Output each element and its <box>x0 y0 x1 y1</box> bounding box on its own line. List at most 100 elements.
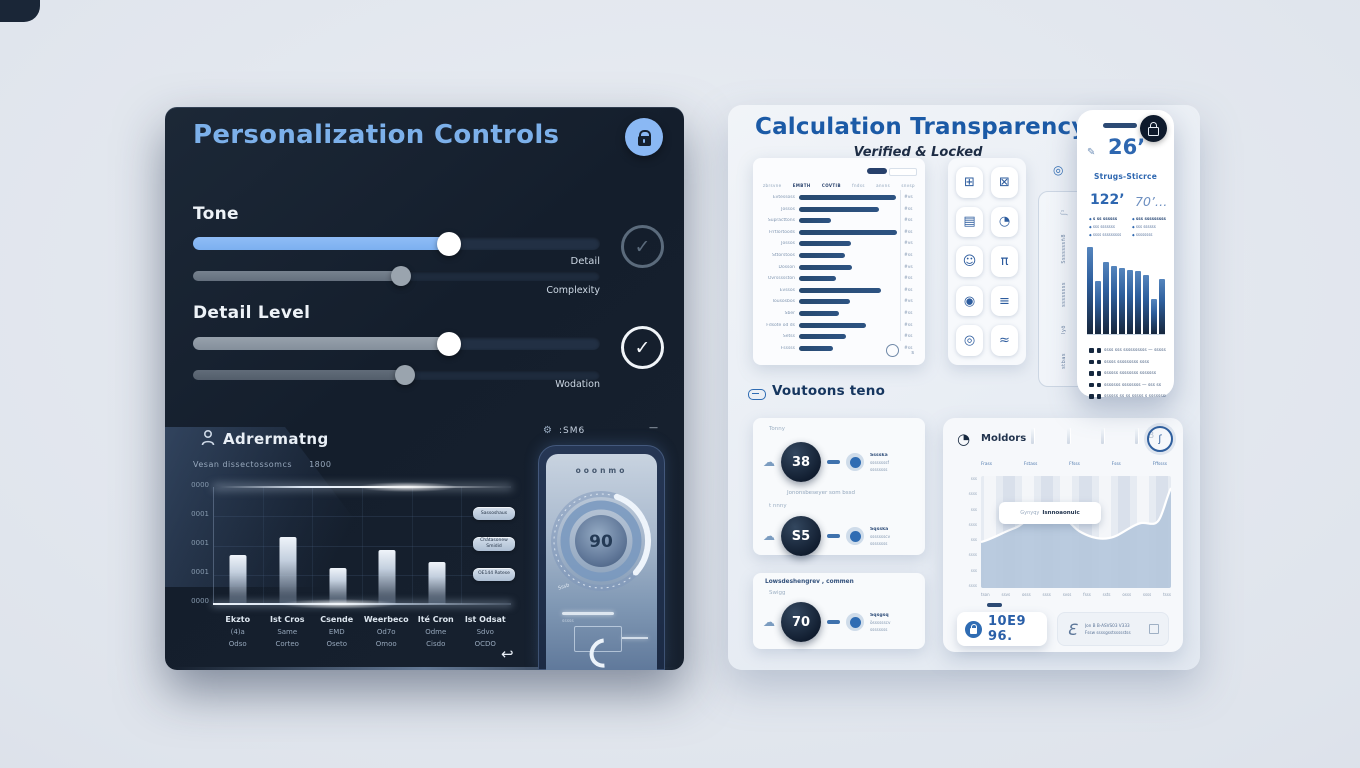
x-category-sub2: Corteo <box>275 640 299 648</box>
mini-bar <box>1143 275 1149 334</box>
row-bar <box>799 241 851 247</box>
detail-secondary-slider[interactable] <box>193 365 600 385</box>
pi-icon[interactable]: π <box>991 246 1018 277</box>
score-card[interactable]: ✎ 26’ Strugs-Sticrce 122’ 70’… s ss ssss… <box>1077 110 1174 399</box>
metrics-card[interactable]: ◔ Moldors B ʃ Frass Fstass Ffsss Fsss Fffsss… <box>943 418 1183 652</box>
row-bar-track <box>799 287 900 293</box>
x-category-sub2: Omoo <box>375 640 397 648</box>
locked-badge[interactable] <box>1140 115 1167 142</box>
stat-primary-notes: s ss ssssss sss sssssss ssss sssssssss <box>1089 216 1129 237</box>
pencil-icon[interactable]: ✎ <box>1087 147 1096 158</box>
detail-check-button[interactable]: ✓ <box>621 326 664 369</box>
calculator-icon[interactable]: ⊞ <box>956 167 983 198</box>
sheet-row: Evtessoss #vs <box>761 193 917 202</box>
factor-tag-2: t nnny <box>769 503 787 509</box>
x-category: Csende EMD Oseto <box>312 615 362 648</box>
tone-primary-slider[interactable] <box>193 231 600 256</box>
factor-score-circle[interactable]: S5 <box>781 516 821 556</box>
sheet-header: COVTIB <box>821 183 841 188</box>
legend-pill[interactable]: Châtasonew Smidid <box>473 537 515 551</box>
factor-card-2[interactable]: Lowsdeshengrev , commen Swigg ☁ 70 Sqsgs… <box>753 573 925 649</box>
ship-icon[interactable]: ⊠ <box>991 167 1018 198</box>
target-icon[interactable]: ◎ <box>1053 163 1064 177</box>
locked-value: 10E9 96. <box>988 614 1027 644</box>
gear-icon[interactable]: ⚙ <box>543 425 552 436</box>
locked-value-pill[interactable]: 10E9 96. <box>957 612 1047 646</box>
tone-secondary-thumb[interactable] <box>390 266 411 286</box>
row-bar <box>799 287 881 293</box>
row-value: #ss <box>904 311 913 317</box>
row-bar <box>799 229 897 235</box>
chart-legend-pills: Sassoshaus Châtasonew Smidid OE144 Rotese <box>473 507 515 581</box>
x-category-name: Ekzto <box>225 615 251 624</box>
swirl-icon[interactable]: ʃ <box>1147 426 1173 452</box>
factor-note: ssssssss <box>870 626 888 632</box>
status-dot[interactable] <box>846 527 864 545</box>
factor-score-circle[interactable]: 70 <box>781 602 821 642</box>
chart-top-glow <box>356 482 457 492</box>
phone-mockup: ooonmo 90 Sssb sssss <box>538 445 665 670</box>
calculation-transparency-panel: Calculation Transparency Verified & Lock… <box>728 105 1200 670</box>
row-value: #vs <box>904 264 913 270</box>
y-tick-label: ssss <box>968 491 977 497</box>
tone-check-button[interactable]: ✓ <box>621 225 664 268</box>
sheet-refresh-icon[interactable] <box>886 344 899 357</box>
detail-box-icon[interactable] <box>1149 624 1159 634</box>
x-tick-label: tsss <box>1163 592 1171 597</box>
controller-icon[interactable]: ◔ <box>991 206 1018 238</box>
checklist: ssss sss ssssssssss — ssssssss sssss ssss… <box>1089 348 1166 399</box>
eye-icon[interactable]: ◉ <box>956 285 983 317</box>
factor-tag: Tonny <box>769 426 786 432</box>
detail-secondary-thumb[interactable] <box>394 365 415 385</box>
row-label: Tousosbos <box>772 299 795 305</box>
back-arrow-icon[interactable]: ↩ <box>501 645 514 663</box>
legend-pill[interactable]: OE144 Rotese <box>473 567 515 581</box>
sheet-row: Sber #ss <box>761 309 917 318</box>
note-pill[interactable]: Ɛ Jon B B-ASVS03 V333 Fssw ssssgsstsssss… <box>1057 612 1169 646</box>
header-tick <box>1067 428 1070 444</box>
bar <box>329 567 347 604</box>
detail-primary-slider[interactable] <box>193 331 600 356</box>
checklist-text: ssssss ss ss sssss s ssssssss <box>1104 394 1166 399</box>
status-dot[interactable] <box>846 453 864 471</box>
minimize-icon[interactable]: — <box>649 423 659 433</box>
factor-card-1[interactable]: Tonny ☁ 38 Sssskā ssssssssf ssssssss Jon… <box>753 418 925 556</box>
list-icon[interactable]: ≡ <box>991 285 1018 317</box>
stat-note: ssssssss <box>1132 232 1172 237</box>
sheet-badge <box>867 168 887 174</box>
tone-primary-thumb[interactable] <box>437 231 462 256</box>
row-bar-track <box>799 264 900 270</box>
screen-outline-box <box>574 626 622 652</box>
x-tick-label: ssvs <box>1001 592 1011 597</box>
sheet-column-headers: zbrsvne EMBTH COVTIB fndss anvns snvsp <box>763 183 915 188</box>
row-bar-track <box>799 195 900 200</box>
status-dot[interactable] <box>846 613 864 631</box>
x-category-name: Ist Cros <box>270 615 305 624</box>
y-tick-label: 0000 <box>191 481 209 489</box>
calculation-sheet-card[interactable]: zbrsvne EMBTH COVTIB fndss anvns snvsp Evtess… <box>753 158 925 365</box>
screen-caption: sssss <box>562 619 574 624</box>
detail-primary-thumb[interactable] <box>437 331 462 356</box>
sheet-divider <box>900 190 901 341</box>
gauge-icon: ◔ <box>957 430 971 448</box>
vertical-label: stbas <box>1061 352 1067 369</box>
lock-button[interactable] <box>625 118 663 156</box>
factor-tag: Swigg <box>769 590 786 596</box>
row-value: #vs <box>904 195 913 200</box>
dial-gauge[interactable]: 90 <box>546 480 657 602</box>
row-bar-track <box>799 276 900 282</box>
y-tick-label: 0000 <box>191 597 209 605</box>
tone-secondary-slider[interactable] <box>193 266 600 286</box>
legend-pill[interactable]: Sassoshaus <box>473 507 515 520</box>
vertical-label: Iyō <box>1061 325 1067 335</box>
target-icon[interactable]: ◎ <box>956 325 983 356</box>
y-tick-label: sss <box>970 506 977 512</box>
document-icon[interactable]: ▤ <box>956 206 983 238</box>
row-bar-track <box>799 311 900 317</box>
factor-score-circle[interactable]: 38 <box>781 442 821 482</box>
bar-series <box>214 487 511 604</box>
row-bar <box>799 276 837 282</box>
wave-icon[interactable]: ≈ <box>991 325 1018 356</box>
face-icon[interactable]: ☺ <box>956 246 983 277</box>
corner-decoration <box>0 0 40 22</box>
